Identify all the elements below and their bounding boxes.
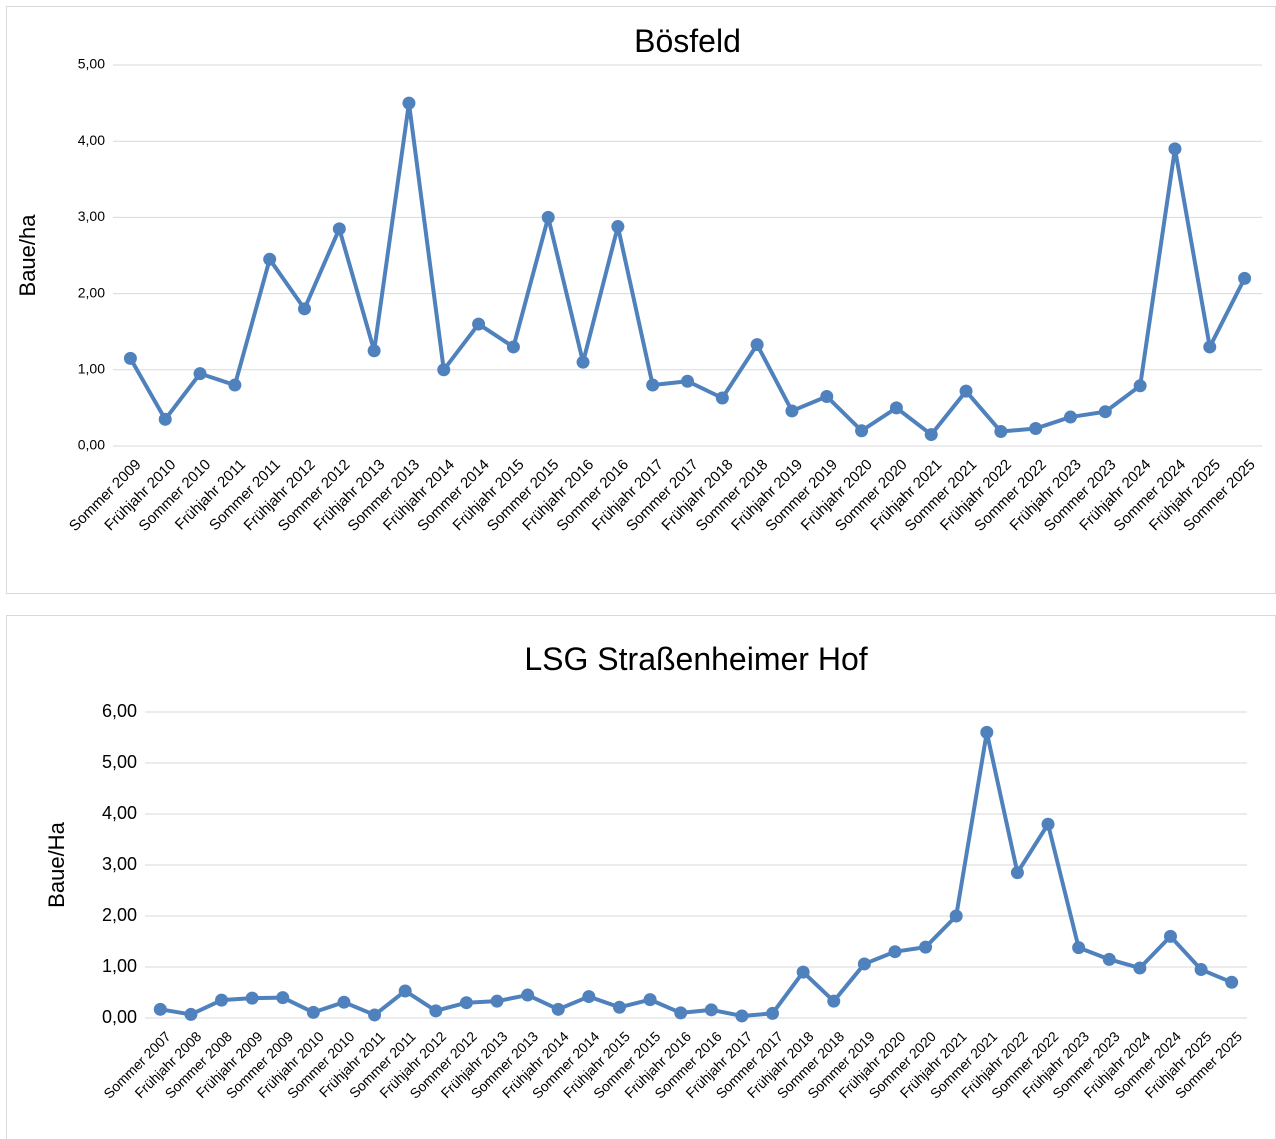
data-point xyxy=(1029,421,1043,435)
data-point xyxy=(1163,929,1177,943)
data-point xyxy=(337,995,351,1009)
data-point xyxy=(1041,817,1055,831)
data-point xyxy=(750,338,764,352)
data-point xyxy=(490,994,504,1008)
data-point xyxy=(306,1005,320,1019)
data-point xyxy=(980,725,994,739)
data-point xyxy=(332,222,346,236)
data-point xyxy=(827,994,841,1008)
data-point xyxy=(429,1004,443,1018)
data-point xyxy=(402,96,416,110)
data-point xyxy=(1133,961,1147,975)
chart-frame xyxy=(6,615,1276,1139)
data-point xyxy=(521,988,535,1002)
data-point xyxy=(1133,379,1147,393)
chart-title: Bösfeld xyxy=(634,23,741,59)
data-point xyxy=(735,1009,749,1023)
data-point xyxy=(368,1008,382,1022)
y-tick-label: 3,00 xyxy=(102,854,137,874)
data-point xyxy=(785,404,799,418)
data-point xyxy=(1010,866,1024,880)
data-point xyxy=(193,367,207,381)
data-point xyxy=(276,991,290,1005)
data-point xyxy=(215,993,229,1007)
data-point xyxy=(158,412,172,426)
y-tick-label: 6,00 xyxy=(102,701,137,721)
data-point xyxy=(506,340,520,354)
y-tick-label: 5,00 xyxy=(102,752,137,772)
data-point xyxy=(888,945,902,959)
data-point xyxy=(994,425,1008,439)
data-point xyxy=(459,996,473,1010)
data-point xyxy=(704,1003,718,1017)
data-point xyxy=(715,391,729,405)
data-point xyxy=(796,965,810,979)
data-point xyxy=(1098,405,1112,419)
y-tick-label: 0,00 xyxy=(78,437,105,453)
data-point xyxy=(541,210,555,224)
data-point xyxy=(612,1000,626,1014)
data-point xyxy=(611,220,625,234)
data-point xyxy=(1238,271,1252,285)
data-point xyxy=(123,351,137,365)
y-tick-label: 1,00 xyxy=(78,361,105,377)
data-point xyxy=(889,401,903,415)
data-point xyxy=(472,317,486,331)
data-point xyxy=(245,991,259,1005)
data-point xyxy=(919,940,933,954)
data-point xyxy=(855,424,869,438)
data-point xyxy=(1168,142,1182,156)
y-axis-label: Baue/ha xyxy=(15,214,40,297)
data-point xyxy=(646,378,660,392)
data-point xyxy=(959,384,973,398)
data-point xyxy=(949,909,963,923)
data-point xyxy=(857,957,871,971)
chart-title: LSG Straßenheimer Hof xyxy=(524,641,867,677)
data-point xyxy=(1064,410,1077,424)
data-point xyxy=(367,344,381,358)
data-point xyxy=(1225,975,1239,989)
data-point xyxy=(924,428,938,442)
data-point xyxy=(298,302,311,316)
y-tick-label: 3,00 xyxy=(78,208,105,224)
data-point xyxy=(1072,941,1086,955)
data-point xyxy=(820,389,834,403)
data-point xyxy=(643,993,657,1007)
y-tick-label: 4,00 xyxy=(102,803,137,823)
data-point xyxy=(576,355,590,369)
data-point xyxy=(1203,340,1217,354)
y-axis-label: Baue/Ha xyxy=(44,821,69,907)
data-point xyxy=(153,1002,167,1016)
chart-frame xyxy=(6,6,1276,594)
data-point xyxy=(398,984,412,998)
y-tick-label: 1,00 xyxy=(102,956,137,976)
y-tick-label: 4,00 xyxy=(78,132,105,148)
data-point xyxy=(228,378,242,392)
data-point xyxy=(766,1006,780,1020)
data-point xyxy=(1194,963,1208,977)
data-point xyxy=(263,252,277,266)
data-point xyxy=(582,990,596,1004)
data-point xyxy=(681,374,694,388)
data-point xyxy=(437,363,451,377)
data-point xyxy=(1102,952,1116,966)
data-point xyxy=(551,1002,565,1016)
y-tick-label: 5,00 xyxy=(78,56,105,72)
y-tick-label: 0,00 xyxy=(102,1007,137,1027)
data-point xyxy=(184,1007,198,1021)
y-tick-label: 2,00 xyxy=(78,284,105,300)
y-tick-label: 2,00 xyxy=(102,905,137,925)
data-point xyxy=(674,1006,688,1020)
